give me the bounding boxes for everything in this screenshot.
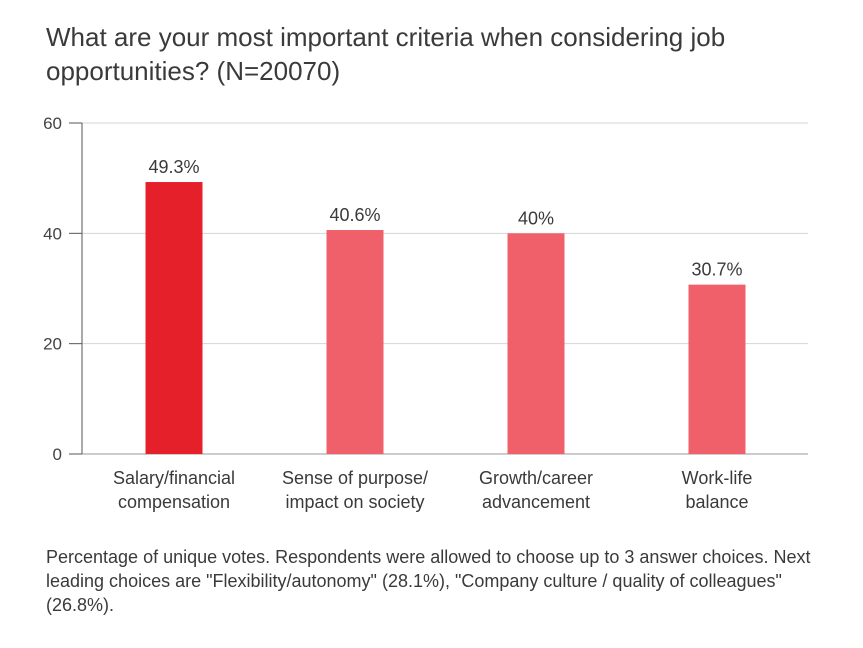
- bars: [145, 182, 746, 455]
- x-category-label: advancement: [482, 492, 590, 512]
- y-tick-label: 0: [53, 445, 62, 464]
- bar: [507, 233, 565, 454]
- x-category-label: compensation: [118, 492, 230, 512]
- chart-title: What are your most important criteria wh…: [46, 22, 726, 86]
- y-tick-label: 20: [43, 335, 62, 354]
- x-category-label: impact on society: [285, 492, 424, 512]
- y-tick-label: 40: [43, 224, 62, 243]
- x-category-label: Growth/career: [479, 468, 593, 488]
- footnote: Percentage of unique votes. Respondents …: [46, 547, 811, 615]
- labels: 0 20 40 60 49.3% Salary/financial compensation…: [43, 114, 752, 512]
- bar: [326, 230, 384, 454]
- bar: [688, 284, 746, 454]
- gridlines: [82, 122, 808, 345]
- x-category-label: Salary/financial: [113, 468, 235, 488]
- data-label: 30.7%: [691, 260, 742, 280]
- x-category-label: Work-life: [682, 468, 753, 488]
- x-category-label: balance: [685, 492, 748, 512]
- axes: [69, 122, 808, 455]
- bar: [145, 182, 203, 455]
- data-label: 49.3%: [148, 157, 199, 177]
- bar-chart: 0 20 40 60 49.3% Salary/financial compensation…: [43, 114, 808, 512]
- x-category-label: Sense of purpose/: [282, 468, 428, 488]
- data-label: 40%: [518, 208, 554, 228]
- y-tick-label: 60: [43, 114, 62, 133]
- data-label: 40.6%: [329, 205, 380, 225]
